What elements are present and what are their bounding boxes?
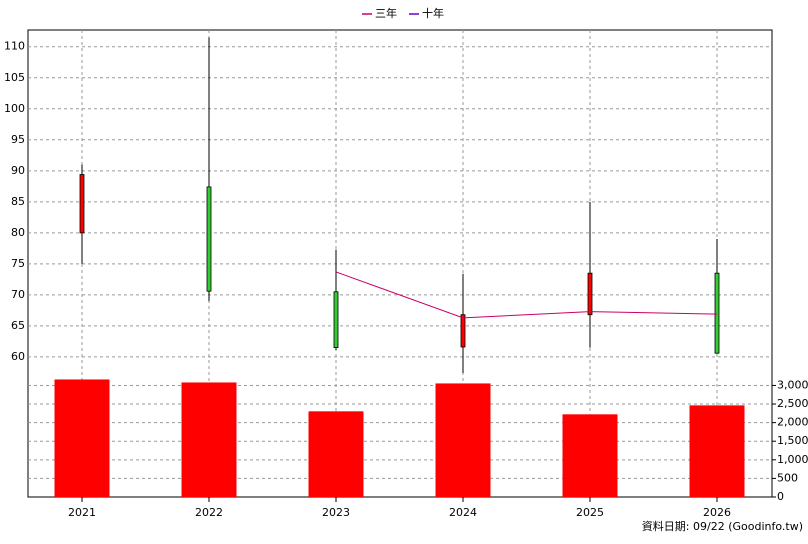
y-tick-label: 90 (11, 164, 25, 177)
x-tick-label: 2025 (576, 506, 604, 519)
y-tick-label: 70 (11, 288, 25, 301)
y-tick-label: 60 (11, 350, 25, 363)
y-tick-label: 75 (11, 257, 25, 270)
x-tick-label: 2021 (68, 506, 96, 519)
volume-bar (308, 411, 364, 497)
volume-bar (54, 379, 110, 497)
volume-bar (181, 382, 237, 497)
y2-tick-label: 3,000 (777, 378, 808, 391)
y-tick-label: 95 (11, 133, 25, 146)
x-tick-label: 2023 (322, 506, 350, 519)
candle-body (79, 174, 85, 234)
x-tick-label: 2026 (703, 506, 731, 519)
candle-body (587, 272, 593, 316)
volume-bar (435, 383, 491, 497)
y-tick-label: 85 (11, 195, 25, 208)
y2-tick-label: 2,500 (777, 397, 808, 410)
y-tick-label: 65 (11, 319, 25, 332)
ma-line (335, 271, 718, 319)
y2-tick-label: 1,500 (777, 434, 808, 447)
footnote: 資料日期: 09/22 (Goodinfo.tw) (642, 519, 803, 533)
legend-label: 三年 (375, 6, 397, 20)
y-tick-label: 100 (4, 102, 25, 115)
y-tick-label: 105 (4, 71, 25, 84)
volume-bar (562, 414, 618, 497)
y-tick-label: 110 (4, 40, 25, 53)
volume-bar (689, 405, 745, 497)
y2-tick-label: 500 (777, 471, 798, 484)
legend-label: 十年 (422, 6, 444, 20)
x-tick-label: 2022 (195, 506, 223, 519)
candle-body (206, 186, 212, 292)
candle-body (714, 272, 720, 354)
y2-tick-label: 2,000 (777, 416, 808, 429)
y2-tick-label: 0 (777, 490, 784, 503)
y2-tick-label: 1,000 (777, 453, 808, 466)
x-tick-label: 2024 (449, 506, 477, 519)
candle-body (460, 314, 466, 348)
y-tick-label: 80 (11, 226, 25, 239)
candle-body (333, 291, 339, 349)
